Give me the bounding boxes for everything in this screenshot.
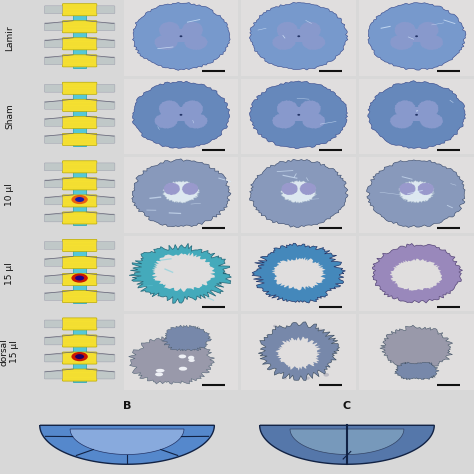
Polygon shape [132,81,230,148]
Polygon shape [420,113,443,128]
Polygon shape [390,35,413,50]
Polygon shape [300,183,316,195]
Polygon shape [184,35,208,50]
Polygon shape [418,100,438,117]
Ellipse shape [318,329,323,332]
Polygon shape [368,3,466,70]
Ellipse shape [305,376,310,380]
Polygon shape [367,160,465,228]
Polygon shape [152,253,215,292]
Polygon shape [394,22,416,39]
Ellipse shape [297,114,300,116]
Polygon shape [252,243,346,303]
Ellipse shape [415,114,418,116]
Polygon shape [380,325,453,371]
Polygon shape [182,100,203,117]
Ellipse shape [323,343,328,346]
Ellipse shape [421,366,423,368]
Polygon shape [155,113,178,128]
Bar [407,29,426,42]
Polygon shape [394,100,416,117]
Polygon shape [394,362,439,380]
Polygon shape [40,425,214,464]
Polygon shape [275,337,321,371]
Ellipse shape [156,369,164,373]
Text: B: B [123,401,131,411]
Ellipse shape [180,35,182,37]
Ellipse shape [323,373,329,377]
Polygon shape [300,22,321,39]
Polygon shape [258,322,339,380]
Polygon shape [155,35,178,50]
Ellipse shape [180,114,182,116]
Polygon shape [164,182,180,195]
Polygon shape [418,22,439,39]
Ellipse shape [179,367,187,371]
Polygon shape [184,113,208,128]
Ellipse shape [188,356,194,360]
Polygon shape [390,259,442,291]
Polygon shape [302,113,325,128]
Polygon shape [272,35,296,50]
Bar [290,29,308,42]
Text: dorsal
15 μl: dorsal 15 μl [0,338,19,366]
Ellipse shape [405,366,410,370]
Polygon shape [272,257,326,290]
Ellipse shape [297,35,300,37]
Ellipse shape [274,332,279,335]
Polygon shape [133,2,230,70]
Text: Sham: Sham [5,103,14,129]
Polygon shape [249,2,348,70]
Polygon shape [418,183,434,195]
Polygon shape [277,22,298,39]
Polygon shape [399,181,435,203]
Polygon shape [249,159,348,228]
Polygon shape [182,182,199,195]
Ellipse shape [392,337,397,340]
Polygon shape [272,113,295,128]
Polygon shape [302,35,326,50]
Polygon shape [128,337,215,384]
Polygon shape [373,244,463,303]
Polygon shape [281,181,317,203]
Ellipse shape [399,360,404,364]
Bar [172,29,190,42]
Bar [172,107,190,121]
Ellipse shape [297,371,301,374]
Polygon shape [281,183,298,195]
Polygon shape [162,325,211,351]
Polygon shape [132,159,231,227]
Text: C: C [343,401,351,411]
Polygon shape [163,181,200,203]
Ellipse shape [273,325,277,328]
Polygon shape [300,100,321,117]
Polygon shape [260,425,434,464]
Polygon shape [277,100,298,117]
Polygon shape [290,429,404,455]
Polygon shape [368,81,465,148]
Polygon shape [390,113,413,128]
Polygon shape [420,35,443,50]
Polygon shape [249,81,347,149]
Polygon shape [159,22,180,39]
Bar [290,107,308,121]
Polygon shape [129,243,231,303]
Text: 10 μl: 10 μl [5,183,14,206]
Ellipse shape [188,359,195,362]
Text: 15 μl: 15 μl [5,262,14,285]
Ellipse shape [155,373,163,376]
Ellipse shape [179,355,186,358]
Ellipse shape [404,353,408,355]
Polygon shape [159,100,180,117]
Polygon shape [182,22,203,39]
Ellipse shape [283,377,287,380]
Ellipse shape [415,35,418,37]
Polygon shape [70,429,184,455]
Polygon shape [399,183,416,195]
Bar [407,107,426,121]
Text: Lamir: Lamir [5,25,14,51]
